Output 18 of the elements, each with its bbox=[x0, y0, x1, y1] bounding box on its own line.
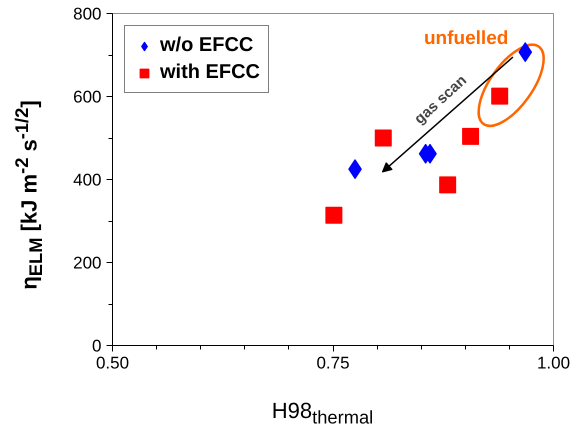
x-tick-label: 0.75 bbox=[316, 354, 350, 372]
point bbox=[374, 130, 392, 146]
point bbox=[462, 128, 480, 145]
legend-label: w/o EFCC bbox=[160, 34, 254, 57]
point bbox=[439, 176, 456, 194]
x-axis-title: H98$_{thermal}$ bbox=[270, 397, 374, 430]
x-tick-label: 0.50 bbox=[96, 354, 130, 372]
y-tick-label: 600 bbox=[73, 88, 102, 106]
point bbox=[325, 206, 342, 224]
point bbox=[518, 42, 532, 62]
y-tick-label: 200 bbox=[73, 254, 102, 272]
annotation: unfuelled bbox=[424, 28, 508, 49]
y-tick-label: 800 bbox=[73, 4, 102, 24]
y-tick-label: 0 bbox=[92, 336, 102, 356]
x-tick-label: 1.00 bbox=[536, 354, 570, 372]
legend-label: with EFCC bbox=[160, 61, 260, 84]
point bbox=[491, 88, 508, 105]
y-tick-label: 400 bbox=[73, 170, 102, 190]
